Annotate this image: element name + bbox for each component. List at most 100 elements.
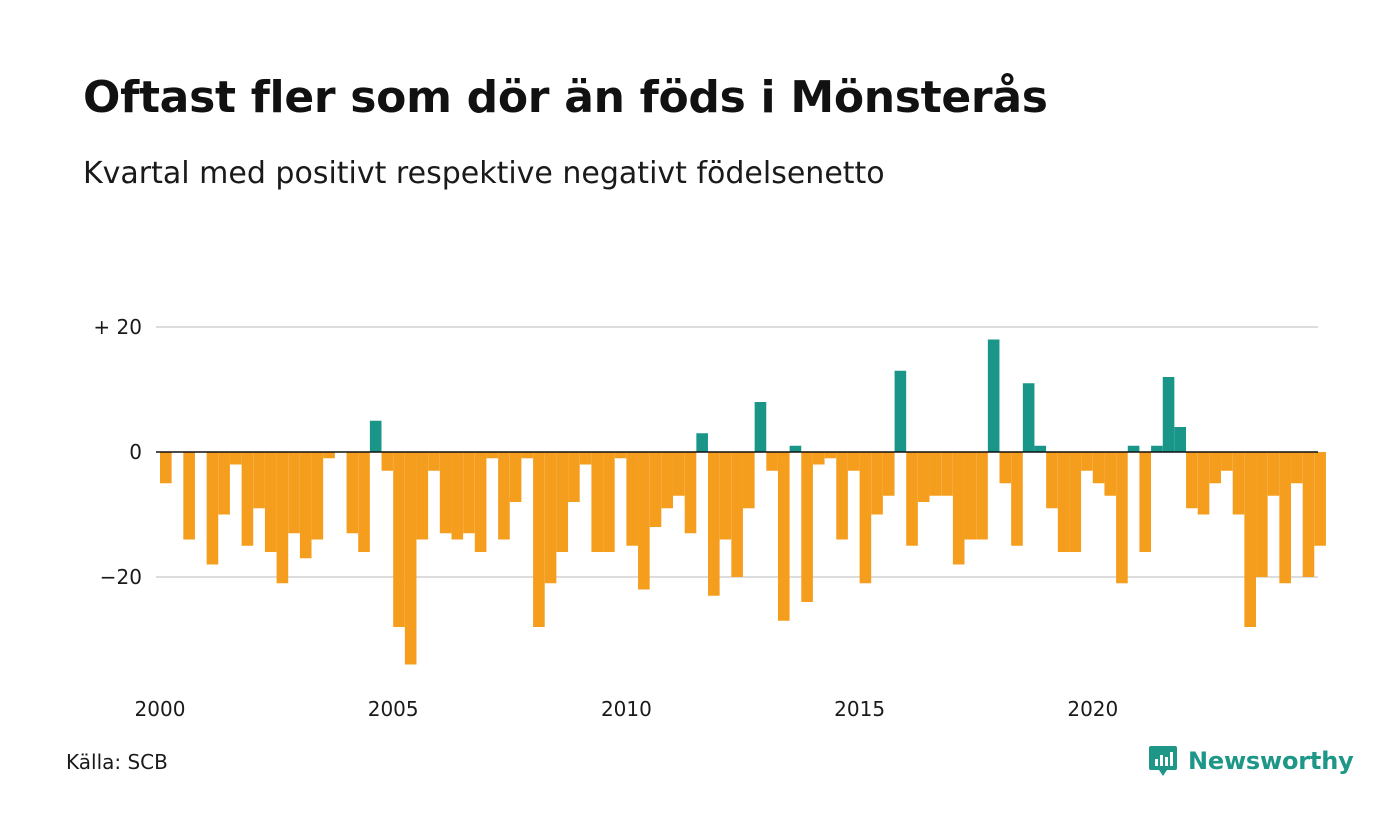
bar [509,452,522,502]
bar [1197,452,1210,515]
bar [812,452,825,465]
bar [684,452,697,534]
bar [1116,452,1128,584]
bar [1057,452,1070,552]
x-tick-label: 2000 [135,697,186,721]
bar [288,452,300,534]
bar [882,452,895,496]
bar [253,452,265,509]
bar [801,452,813,602]
bar [451,452,464,540]
y-tick-label: + 20 [93,315,142,339]
bar [439,452,452,534]
bar [241,452,254,546]
bar [264,452,277,552]
bar [544,452,557,584]
bar [1081,452,1093,471]
bar [1314,452,1326,546]
bar [859,452,872,584]
x-tick-label: 2020 [1067,697,1118,721]
bar [766,452,778,471]
bar [1139,452,1152,552]
bar [1232,452,1245,515]
bar [1022,383,1035,452]
bar [579,452,592,465]
bar [381,452,394,471]
bar [1092,452,1105,484]
bar [1034,445,1047,452]
bar [474,452,487,552]
bar [218,452,230,515]
bar [906,452,918,546]
bar [1291,452,1303,484]
bar [626,452,638,546]
bar [533,452,545,627]
bar [183,452,195,540]
bar [719,452,732,540]
bar [952,452,965,565]
bar [1186,452,1198,509]
bar [393,452,405,627]
bar [463,452,475,534]
bar [743,452,755,509]
bar [777,452,790,621]
bar [1151,445,1163,452]
y-tick-label: −20 [100,565,142,589]
bar [1046,452,1058,509]
chart-title: Oftast fler som dör än föds i Mönsterås [83,72,1048,123]
bar [754,402,767,452]
bar [1162,377,1175,452]
bar [416,452,429,540]
x-tick-label: 2015 [834,697,885,721]
bar [486,452,499,459]
bar [311,452,324,540]
bar [299,452,312,559]
bar [1069,452,1082,552]
bar [1104,452,1117,496]
bar [404,452,417,665]
brand-name: Newsworthy [1188,747,1354,775]
x-tick-label: 2005 [368,697,419,721]
bar [603,452,615,552]
bar [160,452,172,484]
bar [929,452,942,496]
bar [731,452,743,577]
bar [638,452,650,590]
bars [160,339,1326,665]
bar [1221,452,1233,471]
bar [836,452,848,540]
bar [1267,452,1280,496]
bar [556,452,569,552]
bar [708,452,720,596]
bar [1244,452,1256,627]
bar [1011,452,1023,546]
bar [894,370,907,452]
brand-logo: Newsworthy [1148,744,1354,778]
bar [649,452,662,527]
bar [999,452,1012,484]
bar [789,445,802,452]
bar [673,452,685,496]
bar [358,452,370,552]
bar [1279,452,1291,584]
bar [614,452,627,459]
source-note: Källa: SCB [66,750,168,774]
bar [346,452,359,534]
x-tick-label: 2010 [601,697,652,721]
bar [941,452,953,496]
bar [917,452,930,502]
bar [498,452,510,540]
bar [428,452,440,471]
bar [276,452,289,584]
bar [1302,452,1315,577]
bar [964,452,977,540]
bar [987,339,1000,452]
axes: + 20 0 −20 2000 2005 2010 2015 2020 [93,315,1318,721]
bar [824,452,837,459]
bar [229,452,242,465]
bar [369,420,382,452]
newsworthy-chat-bars-icon [1149,746,1177,776]
bar [1256,452,1268,577]
y-tick-label: 0 [129,440,142,464]
